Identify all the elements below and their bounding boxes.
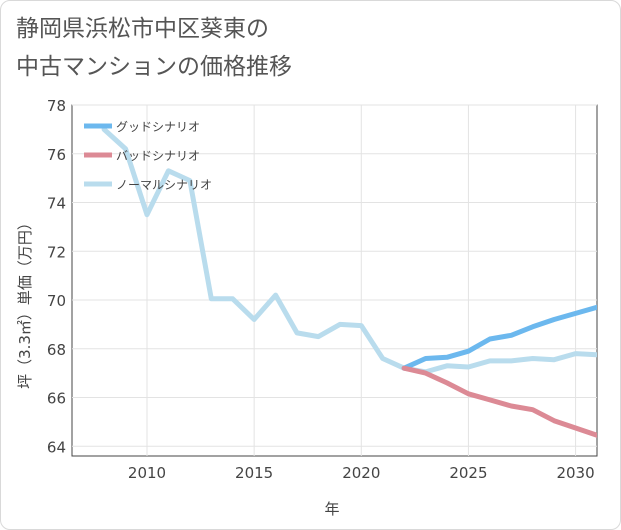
y-tick-label: 70: [47, 292, 66, 310]
chart-title-line-2: 中古マンションの価格推移: [16, 54, 292, 80]
y-tick-label: 68: [47, 341, 66, 359]
axis-ticks: 64 66 68 70 72 74 76 78 2010 2015 2020 2025 2030: [47, 97, 595, 482]
legend-label-bad: バッドシナリオ: [116, 149, 200, 163]
chart-title-line-1: 静岡県浜松市中区葵東の: [16, 16, 269, 42]
y-axis-label: 坪（3.3㎡）単価（万円）: [16, 215, 34, 389]
series-lines: [101, 126, 597, 438]
series-line-normal: [101, 126, 597, 375]
legend-label-good: グッドシナリオ: [116, 120, 200, 134]
x-tick-label: 2030: [556, 464, 594, 482]
legend-label-normal: ノーマルシナリオ: [116, 178, 212, 192]
grid-lines: [72, 104, 597, 456]
x-axis-label: 年: [324, 500, 339, 518]
y-tick-label: 66: [47, 390, 66, 408]
y-tick-label: 74: [47, 195, 66, 213]
y-tick-label: 64: [47, 438, 66, 456]
x-tick-label: 2025: [449, 464, 487, 482]
y-tick-label: 72: [47, 243, 66, 261]
y-tick-label: 76: [47, 146, 66, 164]
series-line-bad: [401, 365, 597, 438]
x-tick-label: 2015: [235, 464, 273, 482]
chart-title: 静岡県浜松市中区葵東の 中古マンションの価格推移: [16, 10, 292, 86]
series-line-good: [401, 304, 597, 371]
x-tick-label: 2020: [342, 464, 380, 482]
x-tick-label: 2010: [128, 464, 166, 482]
y-tick-label: 78: [47, 97, 66, 115]
